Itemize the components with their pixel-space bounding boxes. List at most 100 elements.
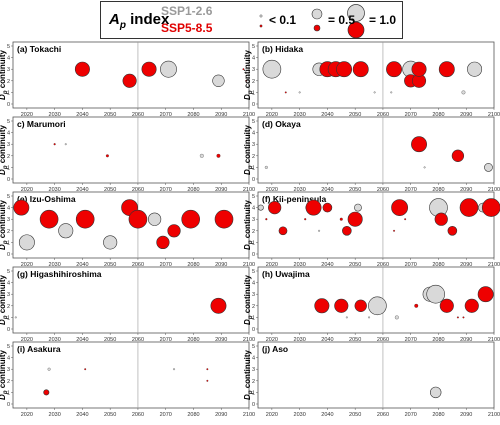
panel-title: (i) Asakura	[17, 344, 61, 354]
y-tick-label: 2	[7, 379, 10, 385]
data-point	[390, 91, 393, 94]
panel: 2020 2030 2040 2050 2060 2070 2080 2090 2100 0 1 2 3…	[0, 41, 255, 118]
x-tick-label: 2080	[432, 112, 444, 118]
x-tick-label: 2100	[243, 187, 255, 193]
x-tick-label: 2050	[104, 112, 116, 118]
data-point	[342, 226, 352, 236]
x-tick-label: 2070	[160, 112, 172, 118]
legend-ap-label: Ap index	[109, 11, 170, 31]
x-tick-label: 2050	[349, 337, 361, 343]
data-point	[216, 153, 221, 158]
x-tick-label: 2100	[243, 262, 255, 268]
panel: 2020 2030 2040 2050 2060 2070 2080 2090 2100 0 1 2 3…	[243, 341, 500, 418]
y-axis-label: Dp continuity	[0, 350, 9, 400]
y-tick-label: 3	[252, 292, 255, 298]
x-tick-label: 2070	[405, 187, 417, 193]
y-tick-label: 1	[7, 240, 10, 246]
x-tick-label: 2050	[349, 187, 361, 193]
y-tick-label: 5	[252, 119, 255, 125]
y-tick-label: 3	[7, 292, 10, 298]
y-tick-label: 2	[7, 79, 10, 85]
data-point	[386, 61, 402, 78]
x-tick-label: 2090	[460, 262, 472, 268]
panel-frame	[12, 266, 250, 334]
x-tick-label: 2030	[49, 112, 61, 118]
panel: 2020 2030 2040 2050 2060 2070 2080 2090 2100 0 1 2 3…	[0, 116, 255, 193]
x-tick-label: 2030	[294, 187, 306, 193]
x-tick-label: 2020	[266, 187, 278, 193]
x-tick-label: 2090	[215, 112, 227, 118]
y-tick-label: 3	[252, 217, 255, 223]
x-tick-label: 2040	[321, 412, 333, 418]
panel: 2020 2030 2040 2050 2060 2070 2080 2090 2100 0 1 2 3…	[0, 191, 255, 268]
x-tick-label: 2070	[160, 412, 172, 418]
legend-small-label: < 0.1	[269, 13, 297, 27]
data-point	[354, 299, 367, 312]
data-point	[354, 203, 362, 212]
y-tick-label: 1	[252, 390, 255, 396]
panel-title: (e) Izu-Oshima	[17, 194, 76, 204]
x-tick-label: 2100	[488, 412, 500, 418]
data-point	[13, 199, 30, 216]
data-point	[347, 211, 363, 227]
x-tick-label: 2090	[460, 187, 472, 193]
data-point	[423, 166, 426, 169]
x-tick-label: 2030	[294, 262, 306, 268]
x-tick-label: 2020	[21, 112, 33, 118]
y-tick-label: 4	[7, 206, 10, 212]
x-tick-label: 2040	[76, 187, 88, 193]
data-point	[268, 201, 282, 215]
x-tick-label: 2050	[349, 262, 361, 268]
x-tick-label: 2050	[104, 262, 116, 268]
y-tick-label: 4	[7, 56, 10, 62]
panel-frame	[257, 341, 495, 409]
y-tick-label: 0	[252, 327, 255, 333]
x-tick-label: 2100	[488, 337, 500, 343]
x-tick-label: 2080	[432, 187, 444, 193]
data-point	[212, 74, 225, 87]
x-tick-label: 2030	[294, 412, 306, 418]
data-point	[334, 298, 349, 313]
y-tick-label: 4	[252, 206, 255, 212]
x-tick-label: 2040	[321, 337, 333, 343]
data-point	[411, 136, 427, 153]
data-point	[284, 91, 287, 94]
data-point	[352, 61, 369, 78]
y-tick-label: 4	[7, 356, 10, 362]
x-tick-label: 2020	[21, 187, 33, 193]
x-tick-label: 2070	[405, 112, 417, 118]
x-tick-label: 2060	[377, 412, 389, 418]
x-tick-label: 2100	[243, 412, 255, 418]
data-point	[141, 61, 157, 77]
y-tick-label: 4	[252, 281, 255, 287]
legend-mid-label: = 0.5	[328, 13, 356, 27]
x-tick-label: 2060	[377, 262, 389, 268]
y-axis-label: Dp continuity	[0, 125, 9, 175]
data-point	[391, 199, 409, 217]
data-point	[128, 209, 148, 229]
legend-ssp5-label: SSP5-8.5	[161, 21, 213, 35]
data-point	[459, 198, 479, 217]
y-axis-label: Dp continuity	[0, 50, 9, 100]
y-axis-label: Dp continuity	[0, 275, 9, 325]
data-point	[456, 316, 459, 319]
legend-symbols	[259, 4, 365, 39]
x-tick-label: 2090	[460, 412, 472, 418]
y-tick-label: 0	[7, 402, 10, 408]
y-tick-label: 3	[7, 217, 10, 223]
y-tick-label: 2	[7, 304, 10, 310]
y-tick-label: 1	[7, 90, 10, 96]
y-tick-label: 2	[252, 304, 255, 310]
y-tick-label: 2	[252, 379, 255, 385]
data-point	[305, 199, 322, 216]
panel-frame	[257, 116, 495, 184]
data-point	[206, 379, 209, 382]
data-point	[14, 316, 17, 319]
x-tick-label: 2030	[294, 337, 306, 343]
legend-large-ssp1-circle	[347, 4, 365, 22]
x-tick-label: 2030	[49, 187, 61, 193]
data-point	[368, 296, 387, 316]
panel: 2020 2030 2040 2050 2060 2070 2080 2090 2100 0 1 2 3…	[243, 116, 500, 193]
x-tick-label: 2060	[132, 187, 144, 193]
legend-mid-ssp1-circle	[311, 8, 323, 20]
